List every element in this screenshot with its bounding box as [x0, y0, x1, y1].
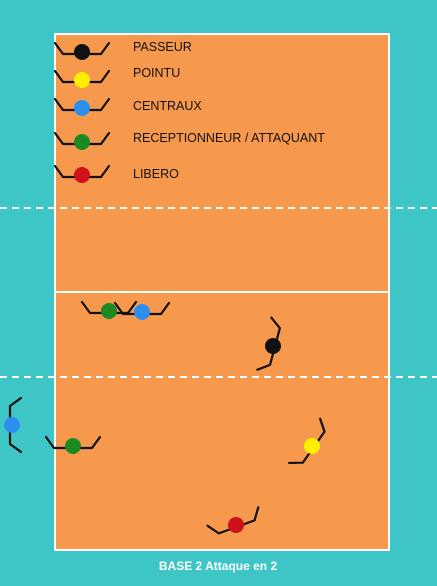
player-receptionneur-front — [80, 300, 138, 319]
passeur-dot — [265, 338, 281, 354]
centraux-dot — [4, 417, 20, 433]
legend-symbol-passeur — [53, 41, 111, 60]
receptionneur-dot — [101, 303, 117, 319]
libero-dot — [74, 167, 90, 183]
player-passeur — [256, 316, 281, 371]
legend-label-passeur: PASSEUR — [133, 40, 192, 54]
centraux-dot — [134, 304, 150, 320]
legend-label-pointu: POINTU — [133, 66, 180, 80]
player-central-back — [4, 396, 23, 454]
legend-item-pointu: POINTU — [53, 66, 180, 88]
pointu-dot — [74, 72, 90, 88]
legend: PASSEUR POINTU CENTRAUX RECEPTIONNEUR / … — [53, 40, 325, 183]
legend-item-passeur: PASSEUR — [53, 40, 192, 60]
receptionneur-dot — [74, 134, 90, 150]
receptionneur-dot — [65, 438, 81, 454]
player-pointu — [288, 417, 326, 465]
player-libero — [206, 506, 260, 535]
player-central-front — [113, 301, 171, 320]
legend-symbol-pointu — [53, 69, 111, 88]
diagram-caption: BASE 2 Attaque en 2 — [159, 559, 278, 573]
centraux-dot — [74, 100, 90, 116]
legend-item-receptionneur: RECEPTIONNEUR / ATTAQUANT — [53, 131, 325, 150]
legend-item-libero: LIBERO — [53, 164, 179, 183]
legend-label-receptionneur: RECEPTIONNEUR / ATTAQUANT — [133, 131, 325, 145]
player-receptionneur-back — [44, 435, 102, 454]
legend-symbol-receptionneur — [53, 131, 111, 150]
players — [4, 300, 326, 535]
pointu-dot — [304, 438, 320, 454]
legend-symbol-libero — [53, 164, 111, 183]
legend-label-centraux: CENTRAUX — [133, 99, 202, 113]
passeur-dot — [74, 44, 90, 60]
libero-dot — [228, 517, 244, 533]
legend-item-centraux: CENTRAUX — [53, 97, 202, 116]
legend-symbol-centraux — [53, 97, 111, 116]
legend-label-libero: LIBERO — [133, 167, 179, 181]
